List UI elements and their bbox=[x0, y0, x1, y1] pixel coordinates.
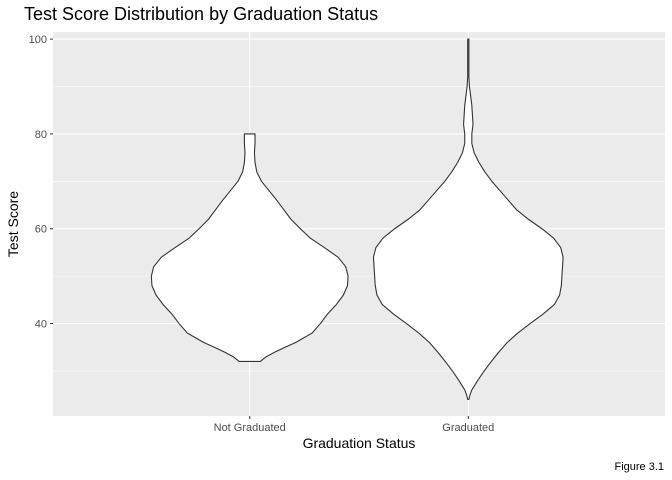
x-tick-label: Not Graduated bbox=[214, 422, 286, 434]
violin-graduated bbox=[372, 38, 564, 400]
x-tick-label: Graduated bbox=[442, 422, 494, 434]
y-axis-ticks: 40 60 80 100 bbox=[29, 34, 53, 331]
y-tick-label: 40 bbox=[35, 319, 47, 331]
y-tick-label: 80 bbox=[35, 129, 47, 141]
violin-not-graduated bbox=[150, 133, 349, 363]
y-tick-label: 60 bbox=[35, 224, 47, 236]
x-axis-title: Graduation Status bbox=[303, 435, 416, 451]
y-tick-label: 100 bbox=[29, 34, 47, 46]
figure-caption: Figure 3.1 bbox=[614, 461, 664, 473]
plot-panel bbox=[53, 32, 665, 416]
x-axis-ticks: Not Graduated Graduated bbox=[214, 416, 494, 434]
y-axis-title: Test Score bbox=[5, 191, 21, 257]
chart-title: Test Score Distribution by Graduation St… bbox=[24, 4, 378, 24]
violins bbox=[150, 38, 564, 400]
